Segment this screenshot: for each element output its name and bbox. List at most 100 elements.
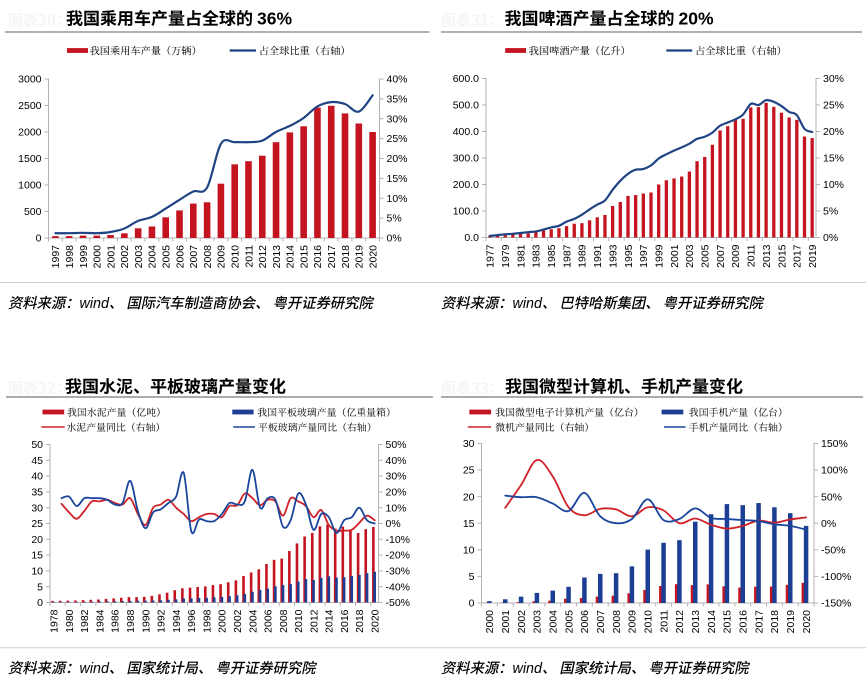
svg-text:10%: 10% [387, 193, 408, 205]
svg-text:2000: 2000 [18, 127, 42, 139]
svg-text:2009: 2009 [627, 610, 639, 634]
svg-text:1995: 1995 [623, 244, 635, 268]
svg-text:1986: 1986 [110, 609, 122, 633]
svg-text:2004: 2004 [548, 610, 560, 634]
svg-text:1982: 1982 [79, 609, 91, 633]
svg-text:2005: 2005 [700, 244, 712, 268]
svg-text:2011: 2011 [746, 244, 758, 267]
svg-text:2007: 2007 [188, 245, 200, 269]
svg-text:15: 15 [31, 550, 43, 562]
svg-text:25: 25 [463, 465, 475, 477]
svg-text:300.0: 300.0 [453, 153, 479, 165]
svg-text:2010: 2010 [643, 610, 655, 634]
svg-text:25%: 25% [823, 100, 844, 112]
svg-text:2016: 2016 [312, 245, 324, 269]
svg-text:100.0: 100.0 [453, 206, 479, 218]
svg-text:40: 40 [31, 471, 43, 483]
svg-text:wind: wind [513, 296, 543, 312]
svg-text:20%: 20% [679, 9, 714, 29]
svg-text:2014: 2014 [324, 609, 336, 633]
svg-text:30: 30 [463, 438, 475, 450]
svg-text:2005: 2005 [563, 610, 575, 634]
svg-text:40%: 40% [386, 455, 407, 467]
svg-text:2014: 2014 [706, 610, 718, 634]
svg-text:50%: 50% [821, 491, 842, 503]
svg-text:wind: wind [513, 661, 543, 677]
svg-text:1988: 1988 [125, 609, 137, 633]
svg-text:0.0: 0.0 [464, 232, 479, 244]
svg-text:400.0: 400.0 [453, 126, 479, 138]
svg-text:2016: 2016 [339, 609, 351, 633]
svg-text:2500: 2500 [18, 100, 42, 112]
svg-text:1983: 1983 [531, 244, 543, 268]
svg-text:2006: 2006 [174, 245, 186, 269]
svg-text:0%: 0% [823, 232, 838, 244]
svg-text:2003: 2003 [532, 610, 544, 634]
svg-text:20%: 20% [387, 153, 408, 165]
svg-text:15: 15 [463, 518, 475, 530]
svg-text:2016: 2016 [738, 610, 750, 634]
svg-text:1984: 1984 [94, 609, 106, 633]
svg-text:5: 5 [469, 571, 475, 583]
svg-text:2001: 2001 [105, 245, 117, 269]
svg-text:1999: 1999 [78, 245, 90, 269]
svg-text:2012: 2012 [308, 609, 320, 633]
svg-text:1981: 1981 [515, 244, 527, 268]
svg-text:1994: 1994 [171, 609, 183, 633]
svg-text:0: 0 [37, 597, 43, 609]
svg-text:150%: 150% [821, 438, 848, 450]
svg-text:100%: 100% [821, 465, 848, 477]
svg-text:2019: 2019 [354, 245, 366, 269]
svg-text:2019: 2019 [807, 244, 819, 268]
svg-text:-20%: -20% [386, 550, 411, 562]
svg-text:40%: 40% [387, 74, 408, 86]
svg-text:1987: 1987 [561, 244, 573, 268]
svg-text:2012: 2012 [674, 610, 686, 634]
svg-text:2017: 2017 [753, 610, 765, 634]
svg-text:5%: 5% [387, 213, 402, 225]
svg-text:20%: 20% [386, 487, 407, 499]
svg-text:10%: 10% [823, 179, 844, 191]
svg-text:1990: 1990 [140, 609, 152, 633]
svg-text:2018: 2018 [769, 610, 781, 634]
svg-text:2019: 2019 [785, 610, 797, 634]
svg-text:1991: 1991 [592, 244, 604, 268]
svg-text:2003: 2003 [133, 245, 145, 269]
svg-text:20: 20 [463, 491, 475, 503]
svg-text:2015: 2015 [298, 245, 310, 269]
svg-text:2013: 2013 [690, 610, 702, 634]
svg-text:wind: wind [80, 661, 110, 677]
svg-text:500.0: 500.0 [453, 100, 479, 112]
svg-text:2004: 2004 [247, 609, 259, 633]
svg-text:-30%: -30% [386, 566, 411, 578]
svg-text:-10%: -10% [386, 534, 411, 546]
svg-text:1992: 1992 [156, 609, 168, 633]
svg-text:10: 10 [463, 544, 475, 556]
svg-text:-50%: -50% [386, 597, 411, 609]
svg-text:35: 35 [31, 487, 43, 499]
svg-text:-50%: -50% [821, 544, 846, 556]
svg-text:2013: 2013 [271, 245, 283, 269]
svg-text:2007: 2007 [595, 610, 607, 634]
svg-text:2020: 2020 [369, 609, 381, 633]
svg-text:1993: 1993 [607, 244, 619, 268]
svg-text:1500: 1500 [18, 153, 42, 165]
svg-text:-100%: -100% [821, 571, 851, 583]
svg-text:5: 5 [37, 581, 43, 593]
svg-text:0: 0 [469, 598, 475, 610]
svg-text:2009: 2009 [216, 245, 228, 269]
svg-text:1999: 1999 [653, 244, 665, 268]
svg-text:1997: 1997 [50, 245, 62, 269]
svg-text:200.0: 200.0 [453, 179, 479, 191]
svg-text:30%: 30% [387, 113, 408, 125]
svg-text:25%: 25% [387, 133, 408, 145]
svg-text:25: 25 [31, 518, 43, 530]
svg-text:2005: 2005 [161, 245, 173, 269]
svg-text:2012: 2012 [257, 245, 269, 269]
svg-text:0%: 0% [821, 518, 836, 530]
svg-text:2006: 2006 [263, 609, 275, 633]
svg-text:2008: 2008 [278, 609, 290, 633]
svg-text:20: 20 [31, 534, 43, 546]
svg-text:5%: 5% [823, 206, 838, 218]
svg-text:0: 0 [36, 233, 42, 245]
